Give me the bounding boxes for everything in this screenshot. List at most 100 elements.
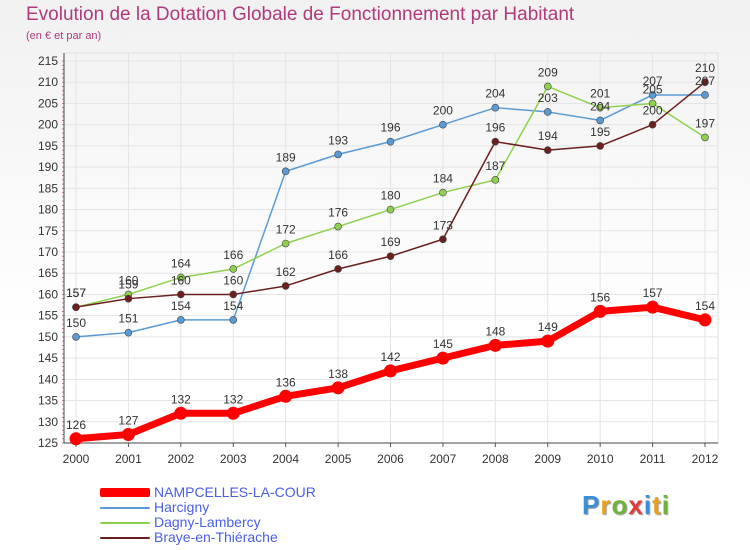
- y-tick-label: 190: [38, 160, 58, 174]
- legend: NAMPCELLES-LA-COUR Harcigny Dagny-Lamber…: [100, 485, 316, 545]
- data-label: 162: [276, 265, 296, 279]
- data-label: 151: [118, 312, 138, 326]
- data-point: [72, 303, 80, 311]
- data-label: 194: [538, 129, 558, 143]
- data-point: [491, 137, 500, 146]
- data-point: [174, 406, 188, 420]
- data-point: [124, 294, 133, 303]
- x-tick-label: 2010: [587, 452, 614, 466]
- y-tick-label: 135: [38, 394, 58, 408]
- data-point: [543, 108, 552, 116]
- legend-label-nampcelles: NAMPCELLES-LA-COUR: [154, 484, 316, 500]
- data-point: [331, 381, 345, 395]
- legend-label-braye: Braye-en-Thiérache: [154, 529, 278, 545]
- legend-item-dagny: Dagny-Lambercy: [100, 515, 316, 530]
- chart-title: Evolution de la Dotation Globale de Fonc…: [26, 4, 575, 25]
- proxiti-logo: Proxiti: [582, 490, 670, 521]
- chart-subtitle: (en € et par an): [26, 30, 102, 42]
- data-point: [698, 313, 712, 327]
- data-label: 204: [590, 99, 610, 113]
- data-point: [334, 265, 342, 273]
- data-label: 204: [485, 87, 505, 101]
- logo-letter: x: [628, 490, 644, 520]
- data-label: 164: [171, 256, 191, 270]
- data-label: 145: [433, 337, 453, 351]
- data-label: 200: [433, 104, 453, 118]
- data-label: 195: [590, 125, 610, 139]
- data-label: 142: [380, 350, 400, 364]
- data-point: [491, 176, 500, 184]
- data-point: [121, 428, 135, 442]
- data-point: [177, 290, 185, 299]
- data-point: [229, 290, 238, 299]
- y-tick-label: 140: [38, 372, 58, 386]
- data-point: [334, 150, 342, 159]
- data-point: [491, 103, 500, 112]
- data-label: 154: [223, 299, 243, 313]
- x-tick-label: 2001: [115, 452, 142, 466]
- legend-swatch-braye: [100, 536, 150, 539]
- legend-label-harcigny: Harcigny: [154, 499, 210, 515]
- data-label: 166: [223, 248, 243, 262]
- data-point: [596, 116, 604, 125]
- y-tick-label: 130: [38, 415, 58, 429]
- data-point: [701, 78, 709, 87]
- data-label: 154: [171, 299, 191, 313]
- data-point: [701, 91, 709, 99]
- data-label: 210: [695, 61, 715, 75]
- data-point: [72, 333, 80, 341]
- data-label: 156: [590, 290, 610, 304]
- data-label: 200: [643, 104, 663, 118]
- x-tick-label: 2002: [167, 452, 194, 466]
- data-label: 205: [643, 82, 663, 96]
- data-label: 154: [695, 299, 715, 313]
- data-point: [229, 316, 238, 324]
- data-point: [177, 273, 185, 282]
- y-tick-label: 145: [38, 351, 58, 365]
- data-label: 207: [643, 74, 663, 88]
- y-tick-label: 125: [38, 436, 58, 450]
- y-tick-label: 210: [38, 75, 58, 89]
- x-tick-label: 2000: [63, 452, 90, 466]
- data-label: 166: [328, 248, 348, 262]
- y-tick-label: 150: [38, 330, 58, 344]
- data-label: 197: [695, 116, 715, 130]
- legend-swatch-nampcelles: [100, 488, 150, 497]
- x-tick-label: 2007: [430, 452, 457, 466]
- data-label: 196: [380, 121, 400, 135]
- data-label: 187: [485, 159, 505, 173]
- y-tick-label: 205: [38, 96, 58, 110]
- logo-letter: r: [600, 490, 612, 520]
- data-label: 160: [223, 273, 243, 287]
- x-tick-label: 2009: [534, 452, 561, 466]
- data-point: [384, 364, 397, 378]
- data-point: [646, 300, 660, 314]
- data-point: [226, 406, 240, 420]
- data-point: [543, 146, 552, 154]
- legend-item-braye: Braye-en-Thiérache: [100, 530, 316, 545]
- data-point: [648, 120, 657, 129]
- x-tick-label: 2005: [325, 452, 352, 466]
- x-tick-label: 2004: [272, 452, 299, 466]
- data-label: 136: [276, 375, 296, 389]
- y-tick-label: 175: [38, 224, 58, 238]
- data-point: [124, 328, 133, 337]
- data-point: [386, 137, 395, 146]
- data-label: 196: [485, 121, 505, 135]
- data-label: 157: [66, 286, 86, 300]
- legend-swatch-dagny: [100, 521, 150, 524]
- y-tick-label: 165: [38, 266, 58, 280]
- data-label: 149: [538, 320, 558, 334]
- data-label: 189: [276, 150, 296, 164]
- data-point: [229, 265, 238, 273]
- logo-letter: P: [582, 490, 601, 520]
- logo-letter: o: [611, 490, 629, 520]
- data-point: [701, 133, 709, 142]
- data-point: [279, 389, 293, 403]
- data-point: [436, 351, 450, 365]
- data-label: 176: [328, 206, 348, 220]
- x-tick-label: 2012: [692, 452, 719, 466]
- y-tick-label: 170: [38, 245, 58, 259]
- data-label: 160: [118, 273, 138, 287]
